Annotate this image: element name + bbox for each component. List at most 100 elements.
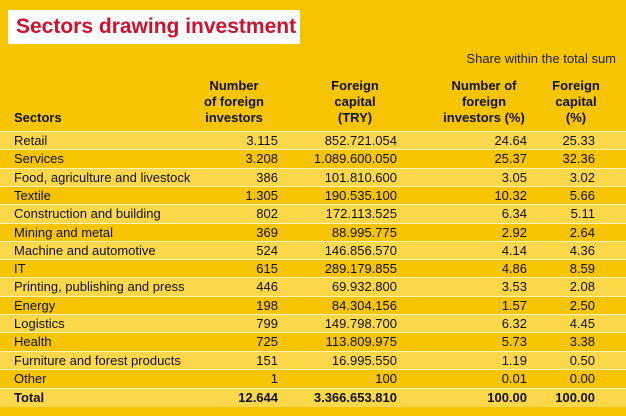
table-cell: 8.59 [569, 261, 595, 277]
table-cell: 1 [270, 370, 278, 386]
table-cell: 369 [256, 224, 278, 240]
table-row: Health 725 113.809.975 5.73 3.38 [0, 332, 626, 352]
table-cell: 25.33 [562, 133, 595, 148]
table-cell: 149.798.700 [324, 316, 397, 331]
table-cell: 5.73 [501, 334, 527, 350]
column-header: investors (%) [443, 110, 525, 125]
table-cell: Construction and building [14, 206, 161, 222]
table-row: Printing, publishing and press 446 69.932.… [0, 277, 626, 297]
table-cell: Machine and automotive [14, 242, 156, 258]
table-cell: 3.02 [569, 169, 595, 185]
table-cell: 88.995.775 [331, 224, 397, 240]
table-cell: Services [14, 151, 64, 167]
table-row: Food, agriculture and livestock 386 101.81… [0, 167, 626, 187]
column-header: capital [334, 94, 376, 109]
table-cell: 172.113.525 [325, 206, 397, 222]
table-cell: 198 [256, 297, 278, 313]
table-row: Logistics 799 149.798.700 6.32 4.45 [0, 314, 626, 333]
table-cell: 802 [256, 206, 278, 222]
table-cell: Furniture and forest products [14, 352, 181, 368]
table-cell: 725 [256, 334, 278, 350]
table-cell: Retail [14, 133, 48, 148]
table-cell: 1.57 [501, 297, 527, 313]
title: Sectors drawing investment [8, 10, 300, 44]
table-cell: 3.115 [246, 133, 278, 148]
table-cell: 25.37 [494, 151, 527, 167]
table-cell: 10.32 [494, 187, 527, 203]
table-row: Furniture and forest products 151 16.995.5… [0, 350, 626, 370]
table-row: Machine and automotive 524 146.856.570 4.14… [0, 240, 626, 260]
column-header: of foreign [204, 94, 264, 109]
table-cell: 446 [256, 279, 278, 295]
table-cell: 3.208 [245, 151, 278, 167]
column-header: Number [209, 78, 259, 93]
table-cell: 289.179.855 [324, 261, 397, 277]
table-row: Textile 1.305 190.535.100 10.32 5.66 [0, 185, 626, 205]
table-cell: 6.34 [501, 206, 527, 222]
table-cell: Total [14, 390, 45, 406]
column-header: investors [205, 110, 263, 125]
table-cell: 1.089.600.050 [313, 151, 397, 167]
column-header: Number of [451, 78, 517, 93]
table-cell: 146.856.570 [324, 242, 397, 258]
table-cell: 4.14 [501, 242, 527, 258]
table-cell: 3.366.653.810 [313, 390, 397, 406]
table-cell: 151 [256, 352, 278, 368]
column-header: Foreign [552, 78, 600, 93]
table-cell: 69.932.800 [331, 279, 397, 295]
table-cell: 6.32 [501, 316, 527, 331]
table-cell: 0.50 [569, 352, 595, 368]
table-cell: 2.08 [569, 279, 595, 295]
table-cell: Other [14, 370, 47, 386]
table-cell: 386 [256, 169, 278, 185]
column-header: Sectors [14, 110, 62, 125]
table-row: Retail 3.115 852.721.054 24.64 25.33 [0, 131, 626, 150]
table-cell: 4.36 [569, 242, 595, 258]
table-cell: 2.50 [569, 297, 595, 313]
column-header: capital [555, 94, 597, 109]
table-cell: 3.05 [501, 169, 527, 185]
table-cell: Textile [14, 187, 51, 203]
table-row: Total 12.644 3.366.653.810 100.00 100.00 [0, 388, 626, 408]
column-header: (%) [565, 110, 587, 125]
table-cell: 0.00 [569, 370, 595, 386]
table-cell: 799 [256, 316, 278, 331]
table-row: Services 3.208 1.089.600.050 25.37 32.36 [0, 149, 626, 169]
table-cell: 16.995.550 [331, 352, 397, 368]
subtitle: Share within the total sum [466, 51, 616, 66]
table-cell: 5.66 [569, 187, 595, 203]
table-row: Other 1 100 0.01 0.00 [0, 368, 626, 388]
table-cell: 852.721.054 [324, 133, 397, 148]
table-cell: Energy [14, 297, 56, 313]
table-cell: 2.64 [569, 224, 595, 240]
table-cell: 100.00 [555, 390, 595, 406]
column-header: (TRY) [337, 110, 373, 125]
table-cell: 3.53 [501, 279, 527, 295]
table-cell: 524 [256, 242, 278, 258]
table-cell: 4.86 [501, 261, 527, 277]
table-cell: IT [14, 261, 26, 277]
table-row: Construction and building 802 172.113.525 6… [0, 204, 626, 224]
column-header: Foreign [331, 78, 379, 93]
table-cell: Logistics [14, 316, 65, 331]
table-row: IT 615 289.179.855 4.86 8.59 [0, 259, 626, 279]
table-cell: 4.45 [569, 316, 595, 331]
table-cell: 12.644 [238, 390, 278, 406]
table-cell: 101.810.600 [324, 169, 397, 185]
table-cell: 5.11 [570, 206, 595, 222]
table-row: Energy 198 84.304.156 1.57 2.50 [0, 295, 626, 315]
table-cell: 1.305 [245, 187, 278, 203]
table-cell: 100 [375, 370, 397, 386]
table-cell: 0.01 [501, 370, 527, 386]
table-cell: 84.304.156 [331, 297, 397, 313]
table-cell: 615 [256, 261, 278, 277]
table-cell: 190.535.100 [324, 187, 397, 203]
table-cell: 1.19 [501, 352, 527, 368]
table-cell: Printing, publishing and press [14, 279, 185, 295]
table-cell: 2.92 [501, 224, 527, 240]
table-cell: 3.38 [569, 334, 595, 350]
table-cell: 100.00 [487, 390, 527, 406]
table-cell: Food, agriculture and livestock [14, 169, 191, 185]
table-cell: Health [14, 334, 52, 350]
